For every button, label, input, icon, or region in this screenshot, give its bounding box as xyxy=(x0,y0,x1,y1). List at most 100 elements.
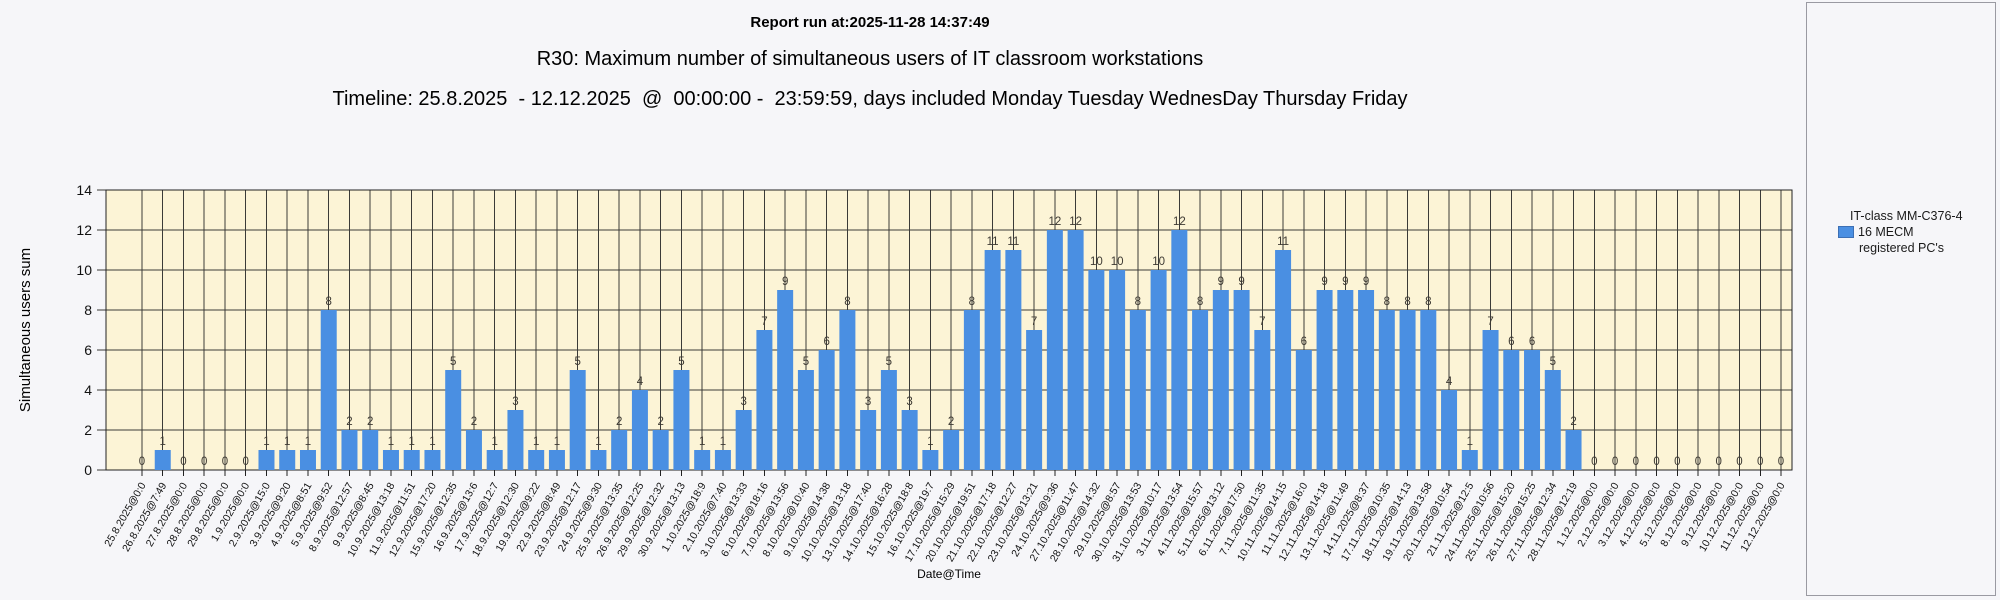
bar-value-label: 1 xyxy=(491,436,497,448)
bar-value-label: 0 xyxy=(1612,456,1618,468)
bar-value-label: 0 xyxy=(201,456,207,468)
y-tick-label: 0 xyxy=(84,462,92,478)
y-tick-label: 6 xyxy=(84,342,92,358)
bar xyxy=(1316,290,1333,470)
bar-value-label: 0 xyxy=(1674,456,1680,468)
legend-panel: IT-class MM-C376-4 16 MECM registered PC… xyxy=(1806,2,1996,596)
bar xyxy=(154,450,171,470)
bar-value-label: 7 xyxy=(761,316,767,328)
bar-value-label: 1 xyxy=(720,436,726,448)
bar-value-label: 12 xyxy=(1173,216,1186,228)
bar-value-label: 0 xyxy=(1757,456,1763,468)
bar xyxy=(714,450,731,470)
bar xyxy=(735,410,752,470)
bar-value-label: 8 xyxy=(1384,296,1390,308)
bar xyxy=(1337,290,1354,470)
bar-value-label: 1 xyxy=(263,436,269,448)
bar-value-label: 5 xyxy=(678,356,684,368)
bar xyxy=(1192,310,1209,470)
bar-value-label: 1 xyxy=(409,436,415,448)
bar-value-label: 0 xyxy=(1716,456,1722,468)
bar-value-label: 1 xyxy=(429,436,435,448)
bar-value-label: 9 xyxy=(782,276,788,288)
bar xyxy=(756,330,773,470)
bar xyxy=(984,250,1001,470)
bar-value-label: 5 xyxy=(886,356,892,368)
bar-value-label: 3 xyxy=(512,396,518,408)
bar-value-label: 0 xyxy=(1695,456,1701,468)
bar xyxy=(382,450,399,470)
bar xyxy=(465,430,482,470)
bar-value-label: 6 xyxy=(1508,336,1514,348)
bar-value-label: 0 xyxy=(1778,456,1784,468)
bar xyxy=(486,450,503,470)
bar-value-label: 2 xyxy=(367,416,373,428)
bar-value-label: 0 xyxy=(1591,456,1597,468)
bar-value-label: 3 xyxy=(865,396,871,408)
report-run-timestamp: Report run at:2025-11-28 14:37:49 xyxy=(750,14,990,31)
bar-value-label: 4 xyxy=(637,376,644,388)
bar-value-label: 9 xyxy=(1342,276,1348,288)
bar xyxy=(1109,270,1126,470)
bar xyxy=(797,370,814,470)
bar-value-label: 6 xyxy=(1301,336,1307,348)
bar-value-label: 8 xyxy=(1425,296,1431,308)
bar-value-label: 9 xyxy=(1238,276,1244,288)
bar xyxy=(1441,390,1458,470)
legend-series-sublabel: registered PC's xyxy=(1859,241,1945,255)
bar-value-label: 0 xyxy=(243,456,249,468)
bar xyxy=(590,450,607,470)
bar-value-label: 5 xyxy=(1550,356,1556,368)
bar xyxy=(1482,330,1499,470)
bar-value-label: 5 xyxy=(450,356,456,368)
bar-value-label: 12 xyxy=(1069,216,1082,228)
bar xyxy=(860,410,877,470)
bar-value-label: 1 xyxy=(554,436,560,448)
bar-value-label: 8 xyxy=(326,296,332,308)
chart-title: R30: Maximum number of simultaneous user… xyxy=(536,48,1204,70)
bar-value-label: 8 xyxy=(969,296,975,308)
bar xyxy=(1420,310,1437,470)
bar xyxy=(1067,230,1084,470)
bar-value-label: 4 xyxy=(1446,376,1453,388)
bar xyxy=(922,450,939,470)
bar xyxy=(694,450,711,470)
bar xyxy=(445,370,462,470)
bar-value-label: 0 xyxy=(1633,456,1639,468)
bar xyxy=(1233,290,1250,470)
bar xyxy=(673,370,690,470)
bar xyxy=(901,410,918,470)
legend: IT-class MM-C376-4 16 MECM registered PC… xyxy=(1807,208,1995,256)
bar-value-label: 7 xyxy=(1487,316,1493,328)
bar-value-label: 1 xyxy=(595,436,601,448)
bar xyxy=(1171,230,1188,470)
bar xyxy=(1150,270,1167,470)
bar xyxy=(507,410,524,470)
bar-value-label: 12 xyxy=(1048,216,1061,228)
bar-value-label: 1 xyxy=(160,436,166,448)
bar-value-label: 9 xyxy=(1321,276,1327,288)
bar-value-label: 2 xyxy=(471,416,477,428)
y-tick-label: 8 xyxy=(84,302,92,318)
bar xyxy=(652,430,669,470)
bar-value-label: 7 xyxy=(1259,316,1265,328)
bar xyxy=(963,310,980,470)
x-axis-title: Date@Time xyxy=(917,567,981,581)
bar xyxy=(279,450,296,470)
y-tick-label: 10 xyxy=(76,262,92,278)
bar-value-label: 8 xyxy=(1197,296,1203,308)
bar-value-label: 9 xyxy=(1218,276,1224,288)
bar xyxy=(777,290,794,470)
bar xyxy=(1378,310,1395,470)
bar-value-label: 5 xyxy=(574,356,580,368)
bar-value-label: 1 xyxy=(284,436,290,448)
bar-value-label: 10 xyxy=(1090,256,1103,268)
legend-series-label: 16 MECM xyxy=(1858,225,1914,239)
bar-value-label: 2 xyxy=(1570,416,1576,428)
bar-value-label: 2 xyxy=(657,416,663,428)
bar xyxy=(424,450,441,470)
bar-value-label: 10 xyxy=(1111,256,1124,268)
chart-timeline-subtitle: Timeline: 25.8.2025 - 12.12.2025 @ 00:00… xyxy=(332,88,1408,110)
bar xyxy=(1544,370,1561,470)
